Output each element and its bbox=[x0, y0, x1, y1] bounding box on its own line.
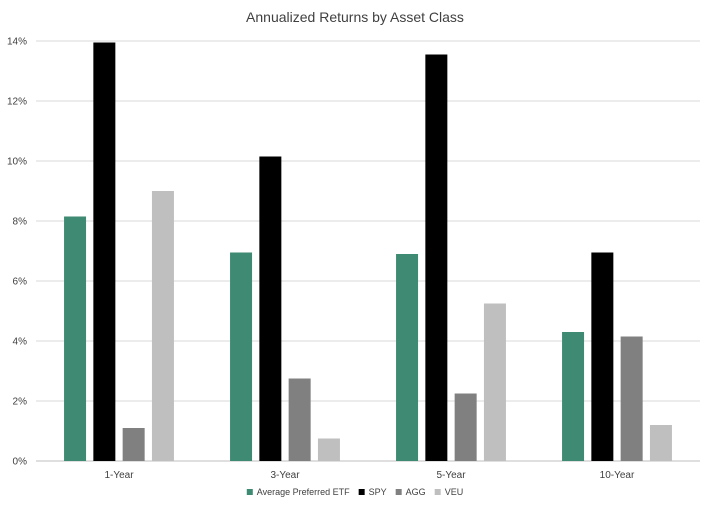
legend-swatch-veu bbox=[434, 489, 441, 495]
bar-10-year-average-preferred-etf bbox=[562, 332, 585, 461]
legend: Average Preferred ETF SPY AGG VEU bbox=[246, 487, 464, 497]
bar-3-year-veu bbox=[317, 438, 340, 461]
y-tick-label: 8% bbox=[13, 217, 28, 228]
legend-label-average-preferred-etf: Average Preferred ETF bbox=[257, 487, 350, 497]
legend-swatch-average-preferred-etf bbox=[246, 489, 253, 495]
y-tick-label: 2% bbox=[13, 397, 28, 408]
x-tick-label: 5-Year bbox=[436, 470, 466, 481]
legend-swatch-spy bbox=[358, 489, 365, 495]
legend-label-agg: AGG bbox=[406, 487, 426, 497]
bar-1-year-agg bbox=[122, 428, 145, 461]
bar-10-year-agg bbox=[620, 336, 643, 461]
bars bbox=[64, 42, 672, 461]
bar-10-year-spy bbox=[591, 252, 614, 461]
bar-1-year-spy bbox=[93, 42, 116, 461]
y-tick-label: 4% bbox=[13, 337, 28, 348]
bar-5-year-agg bbox=[454, 393, 477, 461]
x-tick-label: 3-Year bbox=[270, 470, 300, 481]
x-tick-label: 10-Year bbox=[600, 470, 635, 481]
legend-label-veu: VEU bbox=[445, 487, 464, 497]
y-tick-label: 10% bbox=[7, 157, 27, 168]
x-tick-label: 1-Year bbox=[104, 470, 134, 481]
bar-5-year-average-preferred-etf bbox=[396, 254, 419, 461]
legend-label-spy: SPY bbox=[369, 487, 387, 497]
y-tick-label: 0% bbox=[13, 457, 28, 468]
bar-5-year-veu bbox=[483, 303, 506, 461]
y-tick-label: 6% bbox=[13, 277, 28, 288]
y-tick-label: 14% bbox=[7, 37, 27, 48]
bar-1-year-average-preferred-etf bbox=[64, 216, 87, 461]
y-axis-ticks: 0% 2% 4% 6% 8% 10% 12% 14% bbox=[7, 37, 27, 468]
x-axis-ticks: 1-Year 3-Year 5-Year 10-Year bbox=[104, 470, 635, 481]
bar-3-year-average-preferred-etf bbox=[230, 252, 253, 461]
bar-3-year-spy bbox=[259, 156, 282, 461]
bar-1-year-veu bbox=[151, 191, 174, 461]
y-tick-label: 12% bbox=[7, 97, 27, 108]
bar-5-year-spy bbox=[425, 54, 448, 461]
legend-swatch-agg bbox=[395, 489, 402, 495]
bar-10-year-veu bbox=[649, 425, 672, 461]
chart-title: Annualized Returns by Asset Class bbox=[246, 9, 464, 25]
gridlines bbox=[36, 40, 700, 462]
bar-3-year-agg bbox=[288, 378, 311, 461]
